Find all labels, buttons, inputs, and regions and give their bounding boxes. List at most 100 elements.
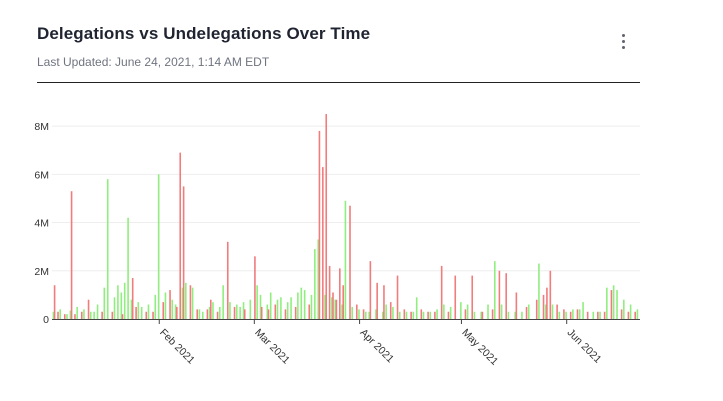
menu-dot <box>621 33 625 37</box>
delegations-bar <box>527 304 530 319</box>
undelegations-bar <box>87 299 90 319</box>
delegations-bar <box>565 311 567 319</box>
delegations-bar <box>290 297 292 319</box>
x-tick-label: May 2021 <box>459 327 500 368</box>
undelegations-bar <box>196 309 199 319</box>
delegations-bar <box>229 302 231 319</box>
undelegations-bar <box>427 311 429 319</box>
delegations-bar <box>310 294 313 319</box>
delegations-bar <box>544 304 547 319</box>
undelegations-bar <box>362 309 365 319</box>
undelegations-bar <box>131 278 134 319</box>
delegations-bar <box>538 263 540 319</box>
delegations-bar <box>89 311 92 319</box>
delegations-bar <box>212 302 214 319</box>
delegations-bar <box>303 290 306 319</box>
x-tick-label: Mar 2021 <box>252 327 292 367</box>
delegations-bar <box>460 302 462 319</box>
delegations-bar <box>266 304 269 319</box>
axes: 0 2M 4M 6M 8M Feb 2021 Mar 2021 Apr 2021 May 202… <box>34 121 640 368</box>
delegations-bar <box>334 299 337 319</box>
undelegations-bar <box>515 292 518 319</box>
menu-dot <box>621 45 625 49</box>
undelegations-bar <box>308 304 311 319</box>
undelegations-bar <box>284 309 287 319</box>
y-tick-label: 6M <box>34 169 49 181</box>
delegations-bar <box>358 309 360 319</box>
y-tick-label: 2M <box>34 266 49 278</box>
delegations-bar <box>123 282 126 319</box>
undelegations-bar <box>335 299 338 319</box>
undelegations-bar <box>542 294 545 319</box>
undelegations-bar <box>586 311 589 319</box>
undelegations-bar <box>569 311 572 319</box>
delegations-bar <box>612 285 615 319</box>
undelegations-bar <box>162 302 165 319</box>
y-tick-label: 8M <box>34 121 49 133</box>
undelegations-bar <box>447 311 450 319</box>
delegations-bar <box>66 314 68 319</box>
undelegations-bar <box>546 287 548 319</box>
delegations-bar <box>466 304 469 319</box>
delegations-bar <box>578 309 581 319</box>
undelegations-bar <box>328 265 331 319</box>
delegations-bar <box>201 311 204 319</box>
delegations-bar <box>364 311 367 319</box>
delegations-bar <box>83 309 85 319</box>
delegations-bar <box>572 309 574 319</box>
delegations-bar <box>422 311 425 319</box>
undelegations-bar <box>396 275 399 319</box>
undelegations-bar <box>267 309 270 319</box>
undelegations-bar <box>389 302 392 319</box>
undelegations-bar <box>216 311 219 319</box>
delegations-bar <box>103 287 106 319</box>
delegations-bar <box>147 304 150 319</box>
delegations-bar <box>314 249 316 319</box>
delegations-bar <box>235 304 238 319</box>
kebab-menu-icon[interactable] <box>614 30 632 52</box>
delegations-bar <box>487 304 489 319</box>
delegations-bar <box>276 299 279 319</box>
delegations-bar <box>280 297 282 319</box>
header-divider <box>37 82 640 83</box>
undelegations-bar <box>339 268 341 319</box>
undelegations-bar <box>332 292 334 319</box>
undelegations-bar <box>420 309 423 319</box>
delegations-bar <box>106 179 109 319</box>
delegations-bar <box>405 311 408 319</box>
delegations-bar <box>375 309 377 319</box>
delegations-bar <box>341 304 343 319</box>
undelegations-bar <box>179 152 182 319</box>
delegations-bar <box>368 311 370 319</box>
delegations-bar <box>473 311 476 319</box>
delegations-bar <box>59 309 61 319</box>
delegations-bar <box>269 292 272 319</box>
y-tick-label: 4M <box>34 218 49 230</box>
x-tick-label: Apr 2021 <box>357 327 396 366</box>
delegations-bar <box>171 299 174 319</box>
undelegations-bar <box>53 285 56 319</box>
delegations-bar <box>208 306 211 319</box>
undelegations-bar <box>182 186 185 319</box>
delegations-bar <box>385 304 387 319</box>
delegations-bar <box>157 174 160 319</box>
undelegations-bar <box>597 311 599 319</box>
undelegations-bar <box>383 285 385 319</box>
undelegations-bar <box>471 275 474 319</box>
delegations-bar <box>256 285 258 319</box>
delegations-bar <box>317 239 320 319</box>
delegations-bar <box>507 311 510 319</box>
delegations-bar <box>551 304 554 319</box>
x-tick-label: Feb 2021 <box>157 327 197 367</box>
delegations-bar <box>249 299 252 319</box>
undelegations-bar <box>505 273 507 319</box>
delegations-bar <box>181 287 184 319</box>
delegations-bar <box>324 294 326 319</box>
undelegations-bar <box>576 309 579 319</box>
delegations-bar <box>174 304 177 319</box>
undelegations-bar <box>556 304 558 319</box>
delegations-bar <box>636 309 639 319</box>
undelegations-bar <box>603 311 606 319</box>
delegations-bar <box>443 304 445 319</box>
delegations-bar <box>398 311 401 319</box>
